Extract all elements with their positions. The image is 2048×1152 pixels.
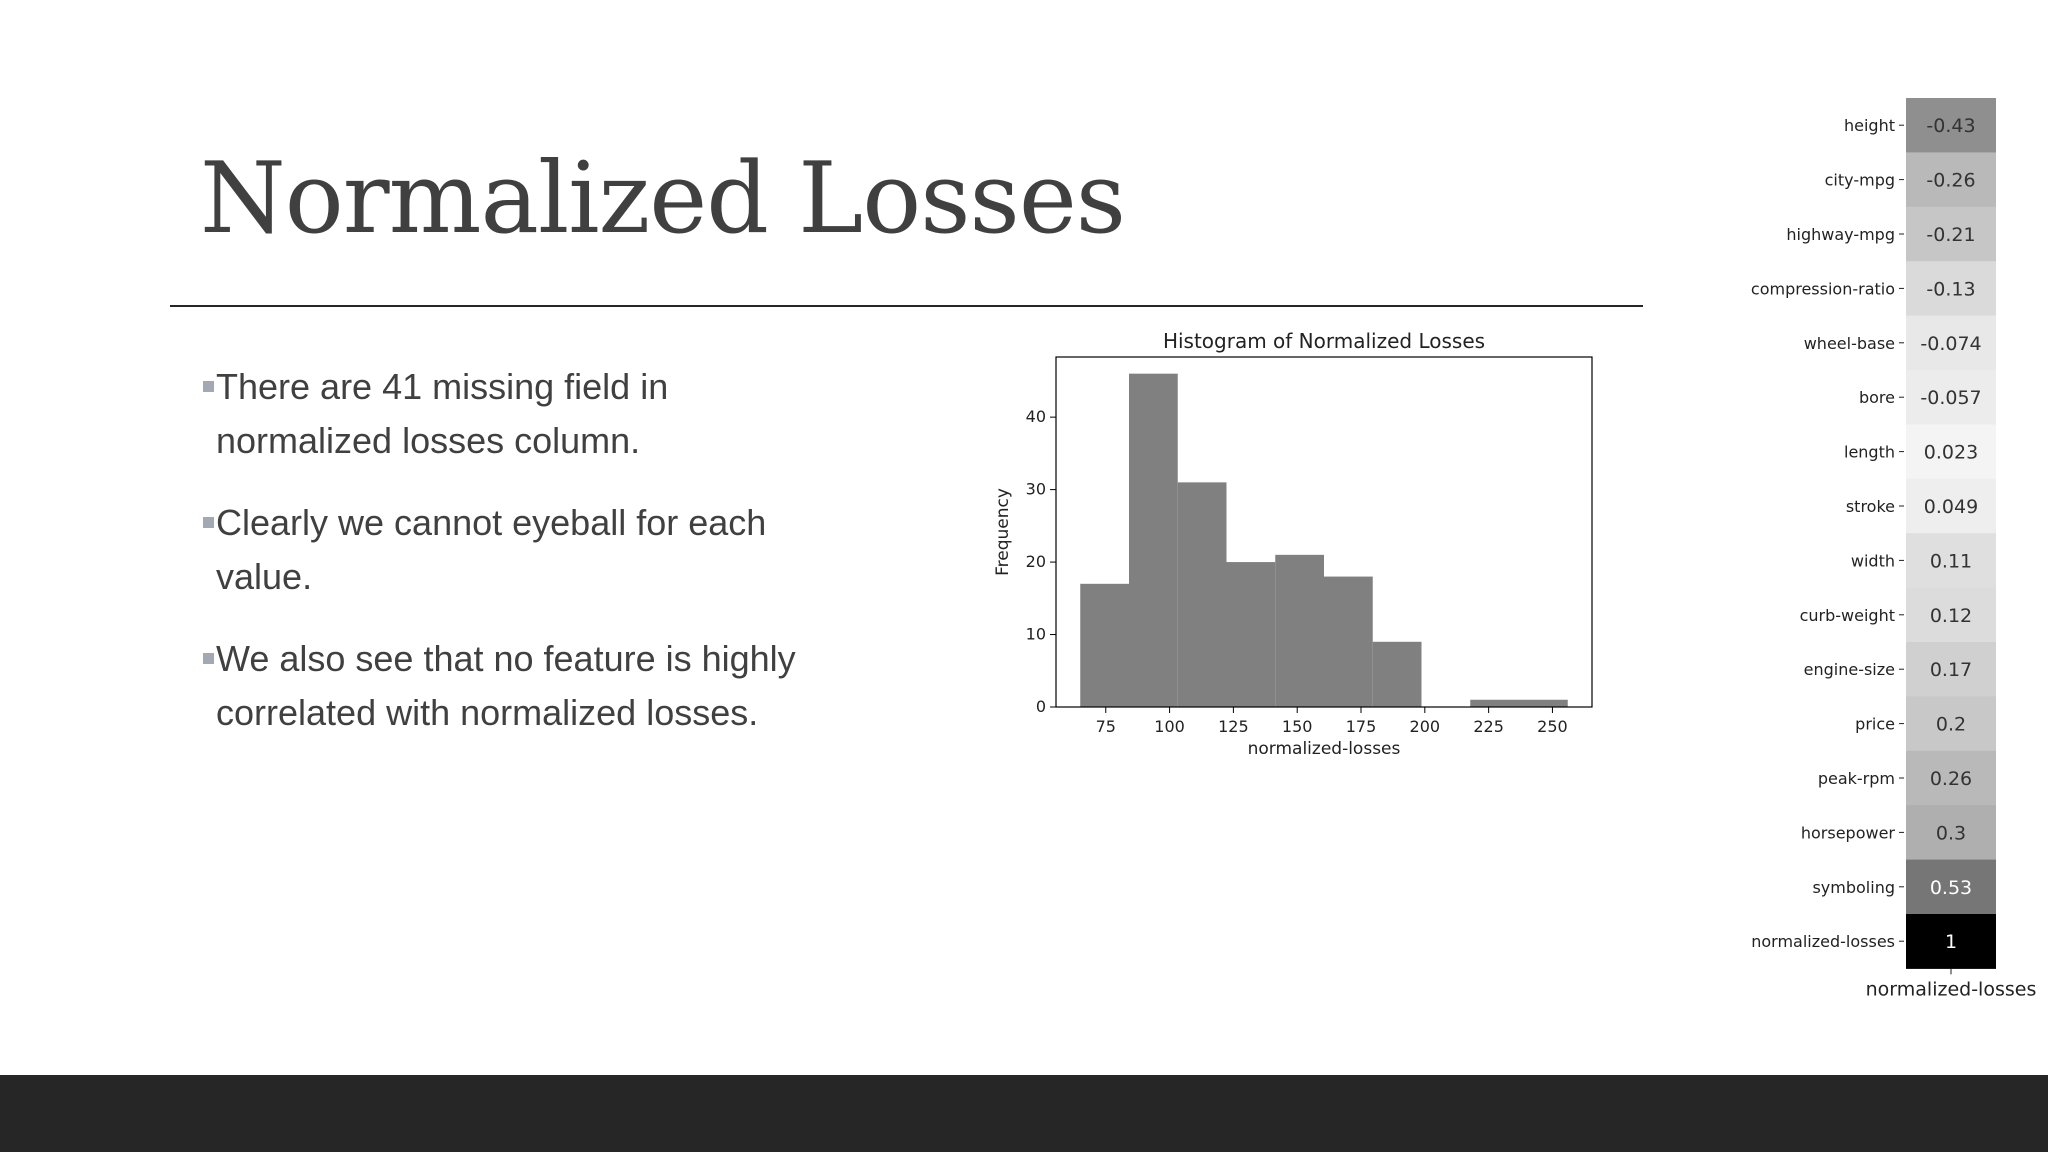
row-label: height [1844, 116, 1895, 135]
heatmap-cell-value: -0.26 [1926, 170, 1975, 192]
heatmap-cell [1906, 805, 1996, 861]
heatmap-cell-value: -0.43 [1926, 115, 1975, 137]
heatmap-cell [1906, 424, 1996, 480]
x-tick-label: 150 [1282, 717, 1313, 736]
histogram-bar [1128, 373, 1178, 707]
x-tick-label: 175 [1346, 717, 1377, 736]
heatmap-cell [1906, 533, 1996, 589]
histogram-bar [1275, 554, 1324, 707]
row-label: engine-size [1804, 660, 1895, 679]
row-label: highway-mpg [1786, 225, 1895, 244]
heatmap-cell [1906, 750, 1996, 806]
row-label: peak-rpm [1818, 769, 1895, 788]
heatmap-cell-value: 0.11 [1930, 550, 1972, 572]
bullet-square-icon [203, 517, 214, 528]
heatmap-cell [1906, 370, 1996, 425]
heatmap-cell [1906, 914, 1996, 969]
heatmap-cell [1906, 642, 1996, 697]
heatmap-cell-value: 0.17 [1930, 659, 1972, 681]
histogram-bar [1372, 641, 1422, 707]
heatmap-cell [1906, 478, 1996, 534]
bullet-text-line-2: correlated with normalized losses. [216, 692, 759, 733]
bullet-text-line-1: Clearly we cannot eyeball for each [216, 502, 767, 543]
row-label: horsepower [1801, 823, 1896, 842]
x-tick-label: 100 [1154, 717, 1185, 736]
histogram-bar [1470, 699, 1520, 707]
bullet-item: We also see that no feature is highly co… [200, 632, 900, 740]
bullet-square-icon [203, 381, 214, 392]
heatmap-cell [1906, 261, 1996, 317]
plot-frame [1055, 356, 1593, 708]
bullet-text-line-2: value. [216, 556, 313, 597]
row-label: price [1855, 715, 1895, 734]
histogram-bar [1324, 576, 1373, 707]
histogram-bar [1226, 562, 1276, 707]
row-label: curb-weight [1800, 606, 1895, 625]
row-label: compression-ratio [1751, 279, 1895, 298]
heatmap-cell [1906, 859, 1996, 915]
x-tick-label: 250 [1537, 717, 1568, 736]
y-tick-label: 30 [1026, 480, 1046, 499]
chart-title: Histogram of Normalized Losses [1163, 329, 1485, 353]
heatmap-cell [1906, 98, 1996, 153]
row-label: stroke [1846, 497, 1895, 516]
y-axis-label: Frequency [993, 488, 1013, 576]
heatmap-cell-value: -0.21 [1926, 224, 1975, 246]
heatmap-cell-value: 0.049 [1924, 496, 1978, 518]
heatmap-cell-value: 1 [1945, 931, 1957, 953]
heatmap-cell-value: 0.26 [1930, 768, 1972, 790]
heatmap-cell [1906, 152, 1996, 208]
heatmap-cell-value: -0.057 [1920, 387, 1981, 409]
column-label: normalized-losses [1866, 978, 2037, 1000]
x-tick-label: 125 [1218, 717, 1249, 736]
heatmap-cell [1906, 587, 1996, 643]
histogram-bar [1519, 699, 1568, 707]
heatmap-cell-value: -0.074 [1920, 333, 1981, 355]
heatmap-cell-value: 0.12 [1930, 605, 1972, 627]
heatmap-cell [1906, 696, 1996, 752]
bullet-text-line-1: There are 41 missing field in [216, 366, 669, 407]
heatmap-cell [1906, 315, 1996, 371]
y-tick-label: 10 [1026, 625, 1046, 644]
bullet-square-icon [203, 653, 214, 664]
y-tick-label: 40 [1026, 407, 1046, 426]
footer-bar [0, 1075, 2048, 1152]
row-label: width [1851, 551, 1895, 570]
bullet-list: There are 41 missing field in normalized… [200, 360, 900, 768]
row-label: symboling [1812, 878, 1895, 897]
row-label: city-mpg [1825, 171, 1895, 190]
slide-title: Normalized Losses [200, 142, 1126, 256]
row-label: normalized-losses [1751, 932, 1895, 951]
y-tick-label: 0 [1036, 697, 1046, 716]
title-divider [170, 305, 1643, 307]
histogram-bar [1177, 482, 1227, 707]
y-tick-label: 20 [1026, 552, 1046, 571]
bullet-item: There are 41 missing field in normalized… [200, 360, 900, 468]
histogram-chart: 75 100 125 150 175 200 225 250 0 10 20 30 40 Histogra… [993, 329, 1593, 759]
histogram-bar [1080, 583, 1129, 707]
heatmap-cell-value: 0.53 [1930, 877, 1972, 899]
row-label: wheel-base [1804, 334, 1895, 353]
x-tick-label: 225 [1473, 717, 1504, 736]
row-label: length [1844, 443, 1895, 462]
bullet-text-line-2: normalized losses column. [216, 420, 641, 461]
heatmap-cell-value: 0.2 [1936, 714, 1966, 736]
bullet-text-line-1: We also see that no feature is highly [216, 638, 796, 679]
heatmap-cell-value: 0.023 [1924, 442, 1978, 464]
heatmap-cell-value: 0.3 [1936, 822, 1966, 844]
x-axis-label: normalized-losses [1248, 739, 1401, 759]
heatmap-cell [1906, 206, 1996, 262]
row-label: bore [1859, 388, 1895, 407]
bullet-item: Clearly we cannot eyeball for each value… [200, 496, 900, 604]
x-tick-label: 200 [1410, 717, 1441, 736]
x-tick-label: 75 [1096, 717, 1116, 736]
correlation-heatmap: -0.43 height -0.26 city-mpg -0.21 highway-mpg… [1751, 98, 2037, 1000]
heatmap-cell-value: -0.13 [1926, 278, 1975, 300]
